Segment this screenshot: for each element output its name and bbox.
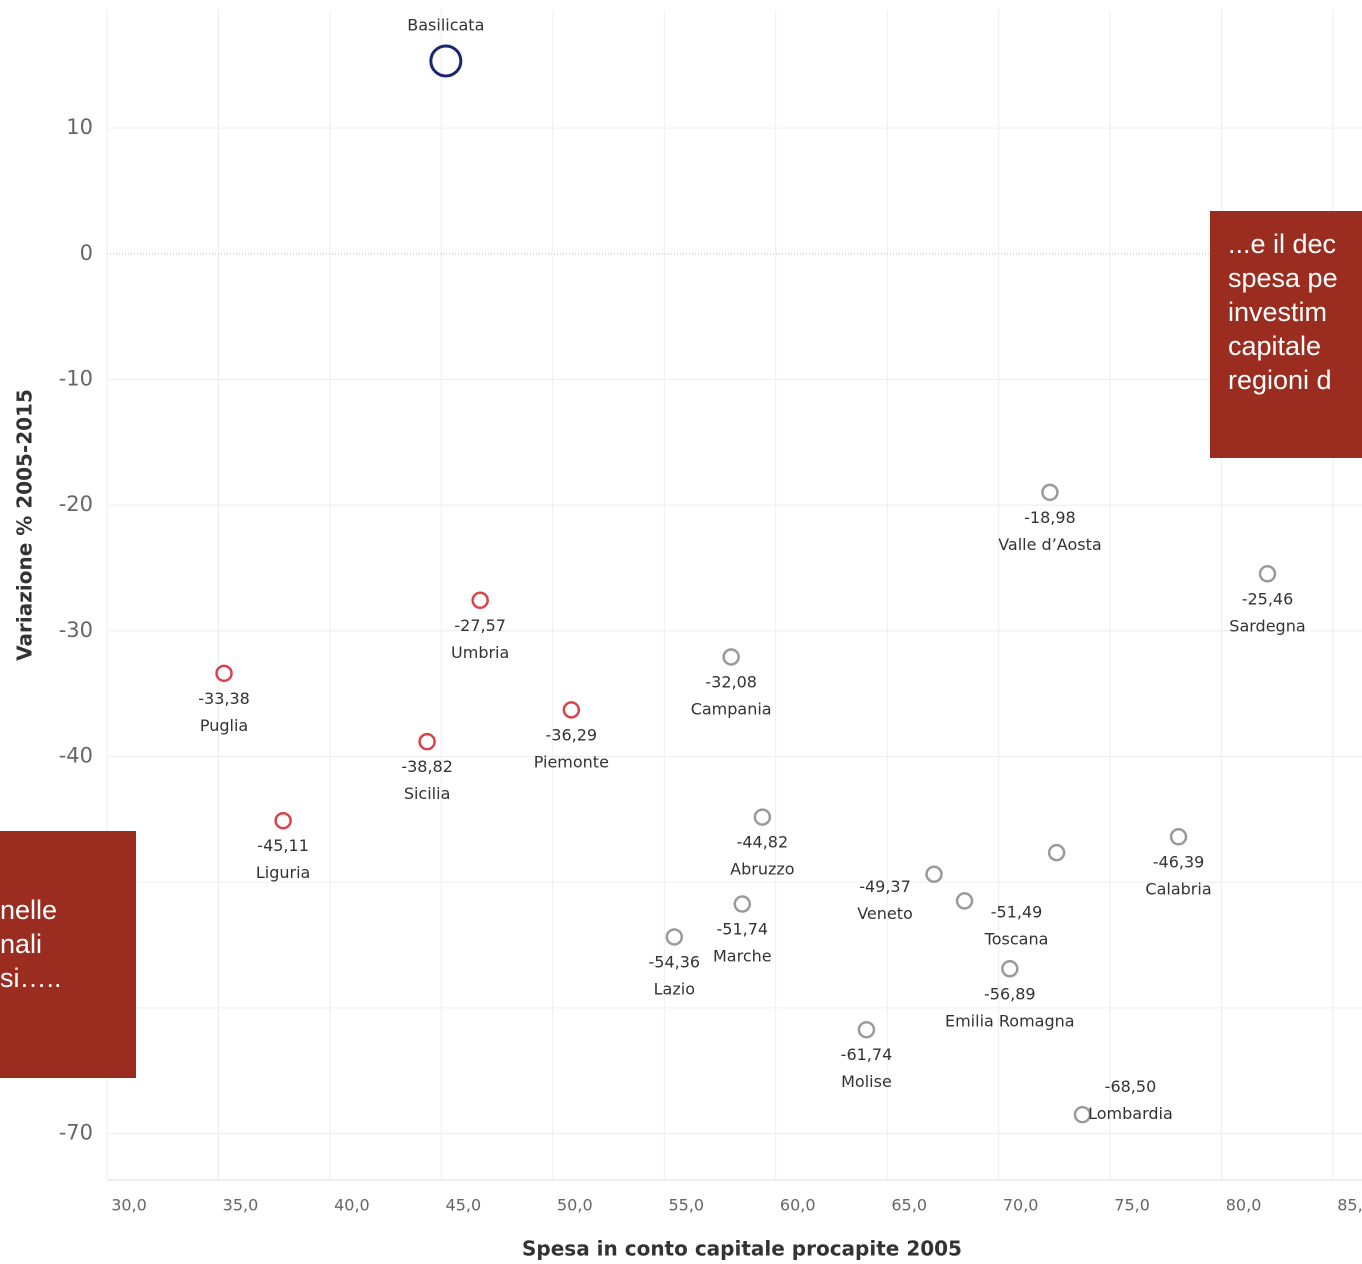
value-label: -33,38: [198, 689, 250, 708]
point: [753, 808, 772, 826]
point-label: Puglia: [200, 716, 248, 735]
value-label: -51,49: [991, 902, 1043, 921]
point: [925, 865, 943, 884]
value-label: -61,74: [841, 1045, 893, 1064]
point: [215, 664, 233, 683]
point-label: Calabria: [1145, 879, 1211, 898]
point-label: Valle d’Aosta: [998, 535, 1101, 554]
value-label: -36,29: [546, 725, 598, 744]
value-label: -49,37: [859, 877, 911, 896]
x-tick-label: 60,0: [780, 1196, 816, 1215]
point: [722, 648, 740, 666]
x-tick-label: 75,0: [1114, 1196, 1150, 1215]
annotation-text: capitale: [1228, 331, 1321, 361]
point: [665, 928, 684, 946]
x-tick-label: 30,0: [111, 1196, 147, 1215]
point: [562, 701, 581, 719]
y-tick-label: -20: [59, 492, 93, 516]
annotation-text: nali: [0, 929, 42, 959]
y-tick-label: -40: [59, 744, 93, 768]
x-tick-label: 40,0: [334, 1196, 370, 1215]
annotation-text: regioni d: [1228, 365, 1332, 395]
annotation-box: [1210, 211, 1362, 458]
point-label: Sardegna: [1229, 616, 1305, 635]
point-label: Sicilia: [404, 784, 451, 803]
point: [1169, 828, 1188, 846]
point: [857, 1020, 876, 1039]
x-tick-label: 80,0: [1226, 1196, 1262, 1215]
x-tick-label: 65,0: [891, 1196, 927, 1215]
y-tick-label: -70: [59, 1121, 93, 1145]
y-tick-label: -10: [59, 367, 93, 391]
grid: [106, 10, 1362, 1180]
value-label: -44,82: [737, 833, 789, 852]
point: [733, 895, 752, 913]
point-label: Marche: [713, 947, 772, 966]
value-label: -45,11: [257, 836, 309, 855]
value-label: -54,36: [649, 952, 701, 971]
value-label: -46,39: [1153, 852, 1205, 871]
point: [1001, 960, 1019, 978]
point-label: Emilia Romagna: [945, 1011, 1075, 1030]
x-tick-label: 35,0: [223, 1196, 259, 1215]
point: [418, 732, 436, 751]
x-axis-title: Spesa in conto capitale procapite 2005: [522, 1237, 962, 1261]
point: [1073, 1105, 1092, 1124]
y-tick-label: 10: [66, 115, 93, 139]
point-label: Piemonte: [534, 752, 609, 771]
x-tick-label: 85,0: [1337, 1196, 1362, 1215]
annotation-text: nelle: [0, 895, 57, 925]
value-label: -51,74: [717, 920, 769, 939]
value-label: -25,46: [1242, 589, 1294, 608]
value-label: -68,50: [1105, 1077, 1157, 1096]
annotation-text: ...e il dec: [1228, 229, 1336, 259]
point-label: Molise: [841, 1072, 892, 1091]
point-label: Toscana: [984, 929, 1049, 948]
point: [1047, 843, 1066, 862]
point-label: Campania: [691, 699, 772, 718]
value-label: -27,57: [454, 616, 506, 635]
y-tick-label: -30: [59, 618, 93, 642]
value-label: -38,82: [401, 757, 453, 776]
point: [1041, 483, 1059, 502]
x-tick-label: 50,0: [557, 1196, 593, 1215]
point: [1258, 565, 1277, 583]
point-label: Veneto: [857, 904, 913, 923]
point: [471, 591, 489, 610]
annotation-text: investim: [1228, 297, 1327, 327]
annotation-text: si…..: [0, 963, 62, 993]
point-label: Lombardia: [1088, 1104, 1173, 1123]
x-tick-label: 70,0: [1003, 1196, 1039, 1215]
point-label: Liguria: [256, 863, 310, 882]
x-tick-label: 55,0: [668, 1196, 704, 1215]
value-label: -32,08: [705, 672, 757, 691]
annotation-text: spesa pe: [1228, 263, 1338, 293]
point: [955, 892, 974, 910]
value-label: -56,89: [984, 984, 1036, 1003]
point-label: Lazio: [654, 979, 695, 998]
annotation-box: [0, 831, 136, 1078]
point-label: Umbria: [451, 643, 509, 662]
point: [274, 811, 292, 830]
y-axis-title: Variazione % 2005-2015: [13, 389, 37, 661]
point: [429, 44, 463, 78]
y-tick-label: 0: [80, 241, 93, 265]
x-tick-label: 45,0: [446, 1196, 482, 1215]
value-label: -18,98: [1024, 508, 1076, 527]
point-label: Basilicata: [407, 15, 484, 34]
point-label: Abruzzo: [730, 860, 794, 879]
